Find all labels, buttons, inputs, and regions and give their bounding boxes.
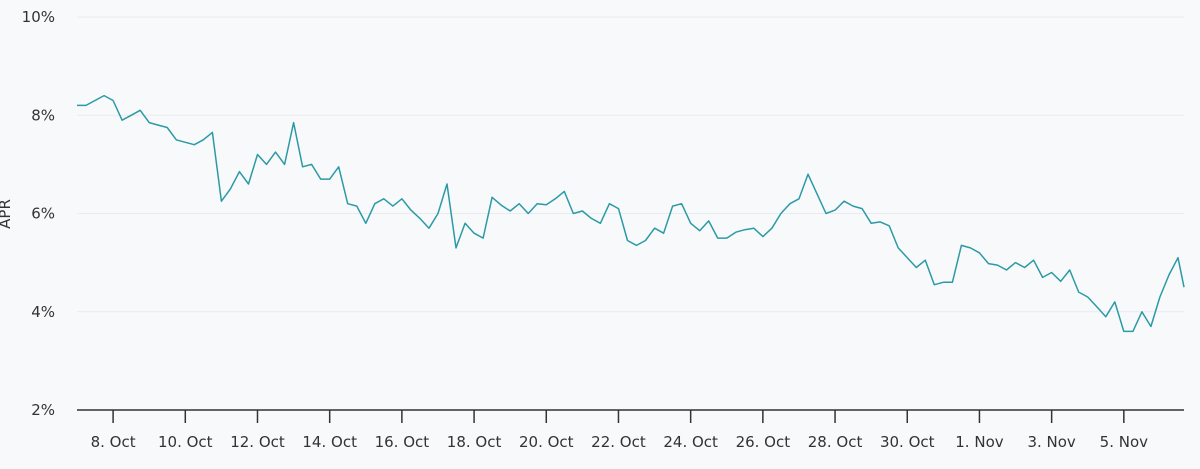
y-axis: 2% 4% 6% 8% 10% xyxy=(22,8,55,419)
x-axis: 8. Oct 10. Oct 12. Oct 14. Oct 16. Oct 18. Oc… xyxy=(77,409,1184,451)
gridlines xyxy=(77,16,1184,313)
x-tick-label: 28. Oct xyxy=(808,433,863,451)
x-tick-label: 30. Oct xyxy=(880,433,935,451)
x-tick-label: 18. Oct xyxy=(447,433,502,451)
x-tick-label: 24. Oct xyxy=(663,433,718,451)
x-tick-label: 5. Nov xyxy=(1100,433,1148,451)
x-tick-label: 12. Oct xyxy=(230,433,285,451)
y-tick-label: 2% xyxy=(31,401,55,419)
y-axis-title: APR xyxy=(0,199,14,229)
y-tick-label: 6% xyxy=(31,205,55,223)
x-tick-label: 22. Oct xyxy=(591,433,646,451)
x-tick-label: 26. Oct xyxy=(736,433,791,451)
x-tick-label: 10. Oct xyxy=(158,433,213,451)
series-line xyxy=(77,94,1185,333)
x-tick-label: 16. Oct xyxy=(375,433,430,451)
y-tick-label: 10% xyxy=(22,8,55,26)
y-tick-label: 4% xyxy=(31,303,55,321)
x-tick-label: 8. Oct xyxy=(91,433,136,451)
x-tick-label: 20. Oct xyxy=(519,433,574,451)
x-tick-label: 1. Nov xyxy=(955,433,1003,451)
y-tick-label: 8% xyxy=(31,106,55,124)
x-tick-label: 14. Oct xyxy=(302,433,357,451)
x-tick-label: 3. Nov xyxy=(1027,433,1075,451)
